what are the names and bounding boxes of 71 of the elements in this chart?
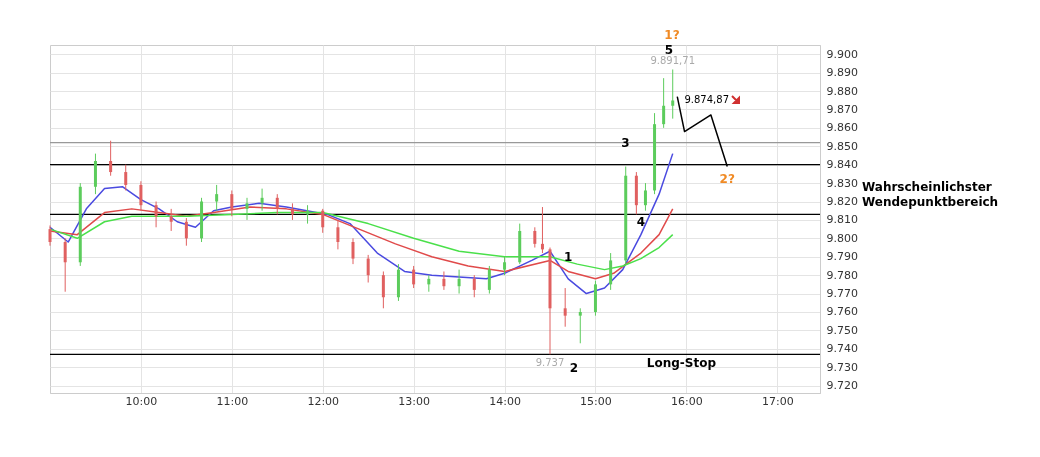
candlestick <box>336 219 340 250</box>
y-tick-label: 9.800 <box>826 231 858 245</box>
candlestick <box>230 189 234 217</box>
annotation: 9.891,71 <box>650 55 695 67</box>
candlestick <box>487 265 491 295</box>
text: Wahrscheinlichster Wendepunktbereich <box>862 180 999 209</box>
y-tick-label: 9.780 <box>826 268 858 282</box>
candlestick <box>48 224 52 247</box>
y-tick-label: 9.740 <box>826 342 858 356</box>
annotation: 3 <box>621 135 630 150</box>
y-tick-label: 9.840 <box>826 158 858 172</box>
text: 1? <box>664 28 680 42</box>
x-tick-label: 14:00 <box>489 394 521 408</box>
candlestick <box>381 270 385 309</box>
candlestick <box>643 182 647 212</box>
ref-line-label: Long-Stop <box>646 356 717 371</box>
y-tick-label: 9.830 <box>826 176 858 190</box>
y-tick-label: 9.720 <box>826 379 858 393</box>
candlestick <box>139 180 143 212</box>
y-tick-label: 9.730 <box>826 360 858 374</box>
annotation: 9.874,87 <box>684 94 729 106</box>
x-tick-label: 12:00 <box>307 394 340 408</box>
candlestick <box>154 201 158 228</box>
x-tick-label: 13:00 <box>398 394 430 408</box>
candlestick <box>63 237 67 293</box>
candlestick <box>412 265 416 289</box>
x-tick-label: 15:00 <box>580 394 612 408</box>
candlestick <box>563 287 567 328</box>
line-series <box>49 152 674 295</box>
candlestick <box>442 270 446 291</box>
candlestick <box>245 197 249 221</box>
y-tick-label: 9.900 <box>826 47 858 61</box>
x-tick-label: 10:00 <box>125 394 158 408</box>
candlestick <box>184 217 188 247</box>
line-series <box>49 211 674 271</box>
annotation: 5 <box>664 43 674 57</box>
candlestick <box>671 68 675 120</box>
candlestick <box>351 237 355 265</box>
y-tick-label: 9.870 <box>826 102 858 116</box>
y-tick-label: 9.890 <box>826 66 858 80</box>
annotation: 4 <box>636 214 646 229</box>
candlestick <box>169 208 173 232</box>
x-tick-label: 11:00 <box>216 394 249 408</box>
candlestick <box>533 226 537 249</box>
candlestick <box>366 254 370 284</box>
y-tick-label: 9.760 <box>826 305 858 319</box>
candlestick <box>578 307 582 344</box>
y-tick-label: 9.790 <box>826 250 858 264</box>
y-tick-label: 9.770 <box>826 287 858 301</box>
annotation: 2? <box>719 171 735 186</box>
candlestick <box>662 77 666 129</box>
candlestick <box>457 269 461 295</box>
annotation: 1 <box>564 249 573 264</box>
y-tick-label: 9.810 <box>826 213 858 227</box>
x-tick-label: 16:00 <box>671 394 703 408</box>
candlestick <box>472 274 476 298</box>
annotation: 2 <box>569 361 579 375</box>
y-tick-label: 9.820 <box>826 195 858 209</box>
candlestick <box>275 193 279 215</box>
x-tick-label: 17:00 <box>761 394 794 408</box>
y-tick-label: 9.750 <box>826 323 858 337</box>
y-tick-label: 9.880 <box>826 84 858 98</box>
candlestick <box>124 164 128 191</box>
candlestick <box>609 252 613 291</box>
annotation: 9.737 <box>535 357 565 369</box>
candlestick <box>109 140 113 177</box>
candlestick <box>503 256 507 276</box>
candlestick <box>321 208 325 234</box>
y-tick-label: 9.860 <box>826 121 858 135</box>
candlestick <box>215 184 219 212</box>
y-tick-label: 9.850 <box>826 139 858 153</box>
